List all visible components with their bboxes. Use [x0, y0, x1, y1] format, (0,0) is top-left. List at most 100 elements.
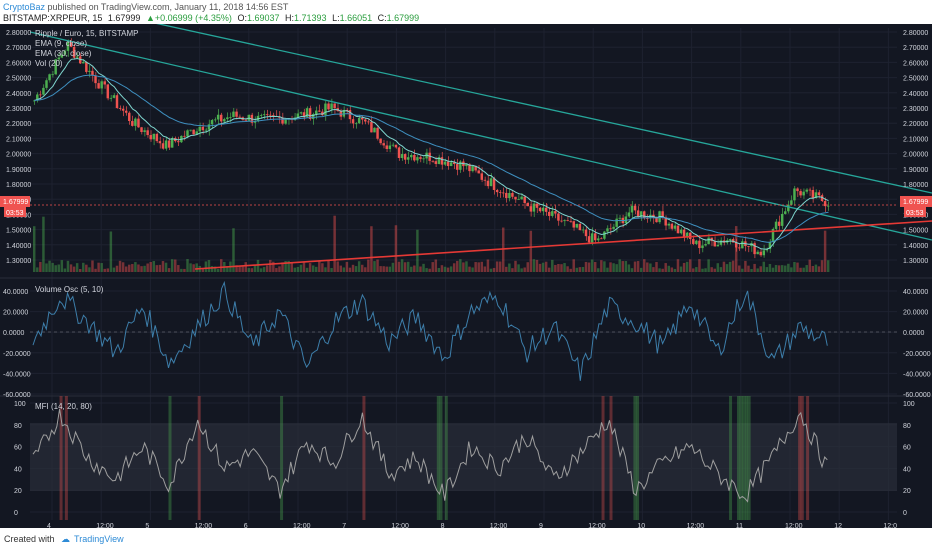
volume-bar: [397, 261, 401, 272]
candle-body: [738, 247, 741, 249]
volume-bar: [357, 261, 361, 272]
candle-body: [692, 238, 695, 244]
volume-bar: [563, 263, 566, 272]
volume-bar: [124, 266, 128, 272]
volume-bar: [609, 262, 612, 272]
candle-body: [348, 110, 352, 120]
volume-bar: [713, 268, 716, 272]
high-label: H:: [285, 13, 295, 23]
candle-body: [413, 154, 416, 161]
volume-bar: [161, 261, 165, 272]
price-axis-left-label: 2.60000: [6, 60, 31, 67]
volume-bar: [284, 261, 287, 272]
volume-bar: [330, 268, 333, 272]
ohlc-line: BITSTAMP:XRPEUR, 15 1.67999 ▲+0.06999 (+…: [3, 13, 419, 23]
volume-bar: [502, 227, 505, 272]
price-candles[interactable]: [33, 38, 830, 259]
legend-vol[interactable]: Vol (20): [35, 59, 63, 68]
candle-body: [85, 61, 88, 72]
candle-body: [820, 195, 824, 202]
candle-body: [446, 161, 450, 167]
legend-mfi[interactable]: MFI (14, 20, 80): [35, 402, 92, 411]
volume-bar: [360, 264, 364, 272]
mfi-oversold-stripe: [439, 396, 443, 520]
volume-bar: [189, 263, 192, 272]
time-axis-label: 12:00: [293, 523, 311, 528]
candle-body: [701, 245, 704, 249]
volume-bar: [624, 261, 628, 272]
volume-bar: [51, 262, 54, 272]
volume-bar: [747, 265, 750, 272]
volume-bar: [756, 268, 759, 272]
tradingview-brand[interactable]: TradingView: [74, 534, 124, 544]
volume-bar: [738, 265, 741, 272]
candle-body: [219, 114, 223, 122]
volume-bar: [391, 262, 395, 272]
mfi-axis-left-label: 60: [14, 445, 22, 452]
candle-body: [33, 100, 36, 102]
volume-bar: [241, 266, 244, 272]
volume-bar: [655, 262, 658, 272]
volume-bar: [183, 268, 186, 272]
candle-body: [385, 145, 388, 149]
candle-body: [600, 238, 603, 240]
price-axis-right-label: 1.90000: [903, 167, 928, 174]
candle-body: [155, 133, 159, 142]
mfi-axis-left-label: 0: [14, 510, 18, 517]
candle-body: [557, 213, 560, 221]
candle-body: [379, 138, 382, 144]
trendline-upper[interactable]: [149, 21, 932, 194]
candle-body: [75, 56, 79, 58]
volume-bar: [808, 259, 812, 272]
candle-body: [318, 110, 321, 112]
chart-svg[interactable]: 2.80000 2.80000 2.70000 2.70000 2.60000 2.600…: [0, 21, 932, 530]
volume-bar: [121, 262, 125, 272]
mfi-oversold-stripe: [636, 396, 640, 520]
axis-labels: 2.80000 2.80000 2.70000 2.70000 2.60000 2.600…: [3, 30, 931, 530]
candle-body: [296, 113, 300, 118]
time-axis-label: 12:0: [883, 523, 897, 528]
volume-bar: [572, 259, 575, 272]
volume-bar: [584, 261, 588, 272]
price-axis-right-label: 2.40000: [903, 91, 928, 98]
legend-title: Ripple / Euro, 15, BITSTAMP: [35, 29, 138, 38]
volume-bar: [158, 264, 162, 272]
tradingview-logo-icon[interactable]: ☁: [61, 534, 71, 544]
volume-bar: [311, 265, 315, 272]
legend-ema9[interactable]: EMA (9, close): [35, 39, 87, 48]
mfi-overbought-stripe: [798, 396, 802, 520]
price-axis-left-label: 1.90000: [6, 167, 31, 174]
volume-bar: [630, 268, 634, 272]
volume-bar: [287, 260, 290, 272]
timer-tag-right-value: 03:53: [906, 210, 924, 217]
legend-ema30[interactable]: EMA (30, close): [35, 49, 92, 58]
volume-bar: [495, 261, 499, 272]
legend-osc[interactable]: Volume Osc (5, 10): [35, 285, 104, 294]
candle-body: [814, 192, 818, 199]
time-axis-label: 9: [539, 523, 543, 528]
volume-bar: [578, 267, 582, 272]
candle-body: [695, 240, 698, 244]
volume-bar: [195, 263, 198, 272]
candle-body: [480, 173, 484, 180]
trendline-lower[interactable]: [29, 31, 932, 241]
candle-body: [544, 207, 548, 212]
author-link[interactable]: CryptoBaz: [3, 2, 46, 12]
support-line[interactable]: [194, 220, 932, 270]
osc-axis-left-label: -60.0000: [3, 392, 31, 399]
candle-body: [410, 154, 413, 158]
volume-bar: [275, 268, 278, 272]
volume-bar: [477, 262, 480, 272]
volume-bar: [204, 261, 208, 272]
chart-area[interactable]: 2.80000 2.80000 2.70000 2.70000 2.60000 2.600…: [0, 21, 932, 530]
volume-bar: [498, 261, 502, 272]
candle-body: [578, 223, 582, 231]
volume-bar: [486, 259, 490, 272]
candle-body: [762, 250, 766, 256]
candle-body: [643, 211, 646, 219]
volume-bar: [318, 260, 321, 272]
footer: Created with ☁ TradingView: [4, 534, 124, 545]
volume-bar: [722, 261, 726, 272]
candle-body: [716, 244, 720, 247]
candle-body: [235, 111, 238, 117]
